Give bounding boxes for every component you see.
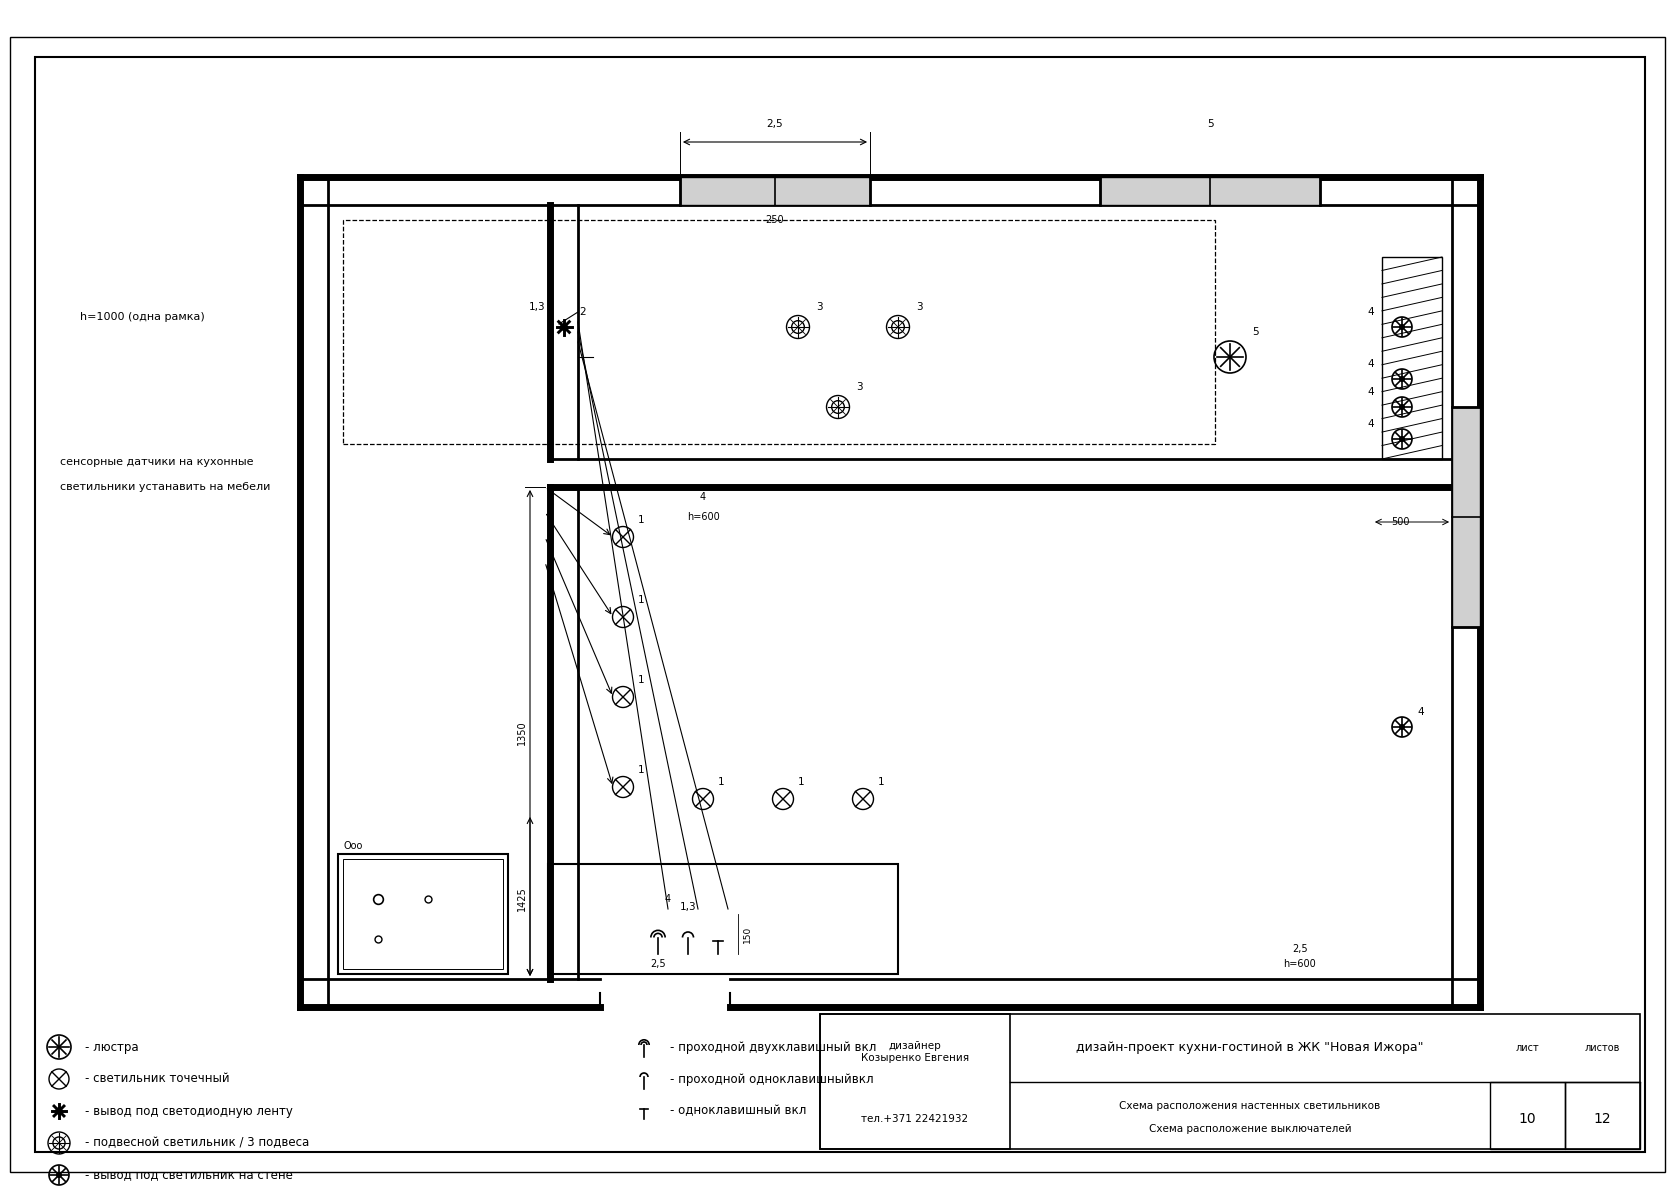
Text: 1: 1 bbox=[638, 595, 645, 605]
Text: 1350: 1350 bbox=[517, 721, 528, 745]
Bar bbox=[343, 220, 1215, 444]
Text: - светильник точечный: - светильник точечный bbox=[86, 1073, 230, 1085]
Text: 4: 4 bbox=[1368, 419, 1374, 429]
Text: 4: 4 bbox=[665, 894, 670, 904]
Text: - проходной одноклавишныйвкл: - проходной одноклавишныйвкл bbox=[670, 1073, 874, 1085]
Text: 3: 3 bbox=[816, 301, 823, 312]
Bar bbox=[820, 1014, 1640, 1149]
Text: лист: лист bbox=[1515, 1042, 1539, 1053]
Text: 1,3: 1,3 bbox=[680, 902, 696, 912]
Text: 4: 4 bbox=[1416, 707, 1423, 717]
Text: - люстра: - люстра bbox=[86, 1041, 139, 1054]
Text: 4: 4 bbox=[701, 491, 706, 502]
Circle shape bbox=[57, 1173, 60, 1178]
Text: Схема расположение выключателей: Схема расположение выключателей bbox=[1149, 1124, 1351, 1134]
Text: h=1000 (одна рамка): h=1000 (одна рамка) bbox=[81, 312, 205, 322]
Text: 2: 2 bbox=[580, 307, 586, 317]
Text: 250: 250 bbox=[766, 215, 785, 226]
Text: листов: листов bbox=[1584, 1042, 1620, 1053]
Text: Схема расположения настенных светильников: Схема расположения настенных светильнико… bbox=[1119, 1100, 1381, 1111]
Bar bbox=[1100, 177, 1320, 205]
Text: 1: 1 bbox=[638, 764, 645, 775]
Text: 3: 3 bbox=[916, 301, 922, 312]
Text: 1: 1 bbox=[717, 777, 724, 787]
Circle shape bbox=[1399, 725, 1404, 729]
Text: 2,5: 2,5 bbox=[650, 959, 665, 969]
Text: 1: 1 bbox=[798, 777, 805, 787]
Bar bbox=[343, 859, 502, 969]
Text: 3: 3 bbox=[857, 382, 862, 392]
Text: 2,5: 2,5 bbox=[766, 119, 783, 129]
Text: 5: 5 bbox=[1252, 326, 1258, 337]
Circle shape bbox=[1399, 325, 1404, 329]
Text: - одноклавишный вкл: - одноклавишный вкл bbox=[670, 1104, 806, 1117]
Text: дизайнер
Козыренко Евгения: дизайнер Козыренко Евгения bbox=[860, 1041, 969, 1062]
Text: - проходной двухклавишный вкл: - проходной двухклавишный вкл bbox=[670, 1041, 877, 1054]
Text: - подвесной светильник / 3 подвеса: - подвесной светильник / 3 подвеса bbox=[86, 1136, 309, 1149]
Text: 4: 4 bbox=[1368, 307, 1374, 317]
Bar bbox=[1490, 1081, 1566, 1149]
Text: - вывод под светодиодную ленту: - вывод под светодиодную ленту bbox=[86, 1104, 292, 1117]
Text: 4: 4 bbox=[1368, 387, 1374, 396]
Text: 2,5: 2,5 bbox=[1292, 944, 1307, 954]
Circle shape bbox=[561, 324, 566, 330]
Text: h=600: h=600 bbox=[1284, 959, 1317, 969]
Bar bbox=[1452, 407, 1480, 627]
Bar bbox=[680, 177, 870, 205]
Text: 12: 12 bbox=[1594, 1112, 1611, 1126]
Circle shape bbox=[1399, 405, 1404, 410]
Text: Ооо: Ооо bbox=[343, 842, 363, 851]
Text: 4: 4 bbox=[1368, 358, 1374, 369]
Circle shape bbox=[57, 1109, 62, 1113]
Text: 1,3: 1,3 bbox=[529, 301, 544, 312]
Text: h=600: h=600 bbox=[687, 512, 719, 522]
Text: 1: 1 bbox=[638, 675, 645, 685]
Text: 1: 1 bbox=[879, 777, 885, 787]
Text: 500: 500 bbox=[1391, 518, 1410, 527]
Bar bbox=[548, 864, 899, 975]
Text: сенсорные датчики на кухонные: сенсорные датчики на кухонные bbox=[60, 457, 254, 466]
Text: 1: 1 bbox=[638, 515, 645, 525]
Bar bbox=[1383, 258, 1441, 459]
Circle shape bbox=[1399, 437, 1404, 442]
Text: 5: 5 bbox=[1206, 119, 1213, 129]
Text: тел.+371 22421932: тел.+371 22421932 bbox=[862, 1115, 969, 1124]
Text: - вывод под светильник на стене: - вывод под светильник на стене bbox=[86, 1168, 292, 1181]
Text: 150: 150 bbox=[743, 926, 753, 942]
Text: 10: 10 bbox=[1519, 1112, 1536, 1126]
Bar bbox=[338, 853, 507, 975]
Text: дизайн-проект кухни-гостиной в ЖК "Новая Ижора": дизайн-проект кухни-гостиной в ЖК "Новая… bbox=[1077, 1041, 1423, 1054]
Circle shape bbox=[1399, 376, 1404, 381]
Text: 1425: 1425 bbox=[517, 887, 528, 912]
Bar bbox=[820, 1014, 1010, 1149]
Bar bbox=[1566, 1081, 1640, 1149]
Text: светильники устанавить на мебели: светильники устанавить на мебели bbox=[60, 482, 270, 491]
